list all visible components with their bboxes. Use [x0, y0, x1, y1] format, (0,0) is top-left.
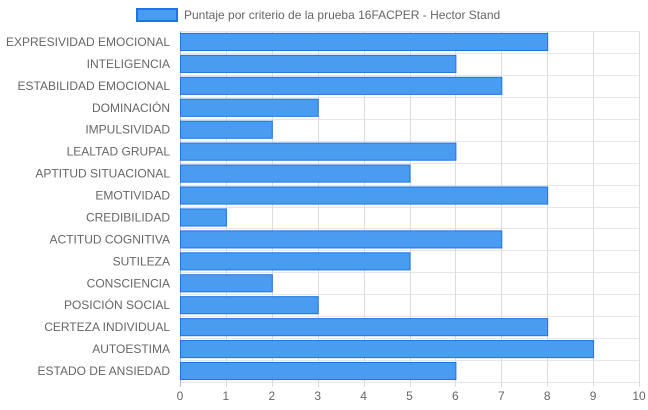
x-tick-label: 10 — [632, 389, 646, 403]
category-label: EXPRESIVIDAD EMOCIONAL — [6, 35, 170, 49]
y-axis-labels: EXPRESIVIDAD EMOCIONAL INTELIGENCIA ESTABI… — [6, 35, 170, 378]
category-label: EMOTIVIDAD — [95, 189, 170, 203]
bar[interactable] — [180, 361, 457, 381]
category-label: ACTITUD COGNITIVA — [50, 232, 170, 246]
bar[interactable] — [180, 98, 319, 117]
x-tick-label: 4 — [360, 389, 367, 403]
legend[interactable]: Puntaje por criterio de la prueba 16FACP… — [136, 8, 500, 22]
category-label: ESTABILIDAD EMOCIONAL — [18, 79, 171, 93]
bar[interactable] — [180, 186, 549, 205]
bar[interactable] — [180, 252, 411, 271]
legend-swatch — [136, 8, 178, 22]
category-label: DOMINACIÓN — [92, 100, 170, 115]
bar[interactable] — [180, 208, 227, 227]
x-tick-label: 3 — [314, 389, 321, 403]
bar[interactable] — [180, 274, 273, 293]
category-label: INTELIGENCIA — [87, 57, 170, 71]
category-label: APTITUD SITUACIONAL — [35, 167, 170, 181]
category-label: LEALTAD GRUPAL — [67, 145, 171, 159]
x-tick-label: 7 — [498, 389, 505, 403]
x-tick-label: 9 — [590, 389, 597, 403]
x-tick-label: 5 — [406, 389, 413, 403]
bar[interactable] — [180, 164, 411, 183]
bar[interactable] — [180, 32, 549, 52]
x-tick-label: 6 — [452, 389, 459, 403]
category-label: AUTOESTIMA — [92, 342, 170, 356]
bar[interactable] — [180, 230, 503, 249]
category-label: POSICIÓN SOCIAL — [64, 297, 170, 312]
bar[interactable] — [180, 142, 457, 161]
x-tick-label: 8 — [544, 389, 551, 403]
x-tick-label: 0 — [177, 389, 184, 403]
legend-label: Puntaje por criterio de la prueba 16FACP… — [184, 8, 500, 22]
category-label: SUTILEZA — [113, 254, 170, 268]
x-tick-label: 2 — [268, 389, 275, 403]
bar[interactable] — [180, 340, 595, 359]
category-label: IMPULSIVIDAD — [85, 123, 170, 137]
x-axis-labels: 0 1 2 3 4 5 6 7 8 9 10 — [177, 389, 646, 403]
category-label: CREDIBILIDAD — [86, 210, 170, 224]
bar[interactable] — [180, 120, 273, 139]
x-tick-label: 1 — [223, 389, 230, 403]
category-label: CERTEZA INDIVIDUAL — [44, 320, 170, 334]
bar[interactable] — [180, 54, 457, 73]
category-label: CONSCIENCIA — [87, 276, 170, 290]
category-label: ESTADO DE ANSIEDAD — [38, 364, 171, 378]
bars — [180, 32, 595, 381]
bar[interactable] — [180, 296, 319, 315]
bar[interactable] — [180, 76, 503, 95]
bar[interactable] — [180, 318, 549, 337]
